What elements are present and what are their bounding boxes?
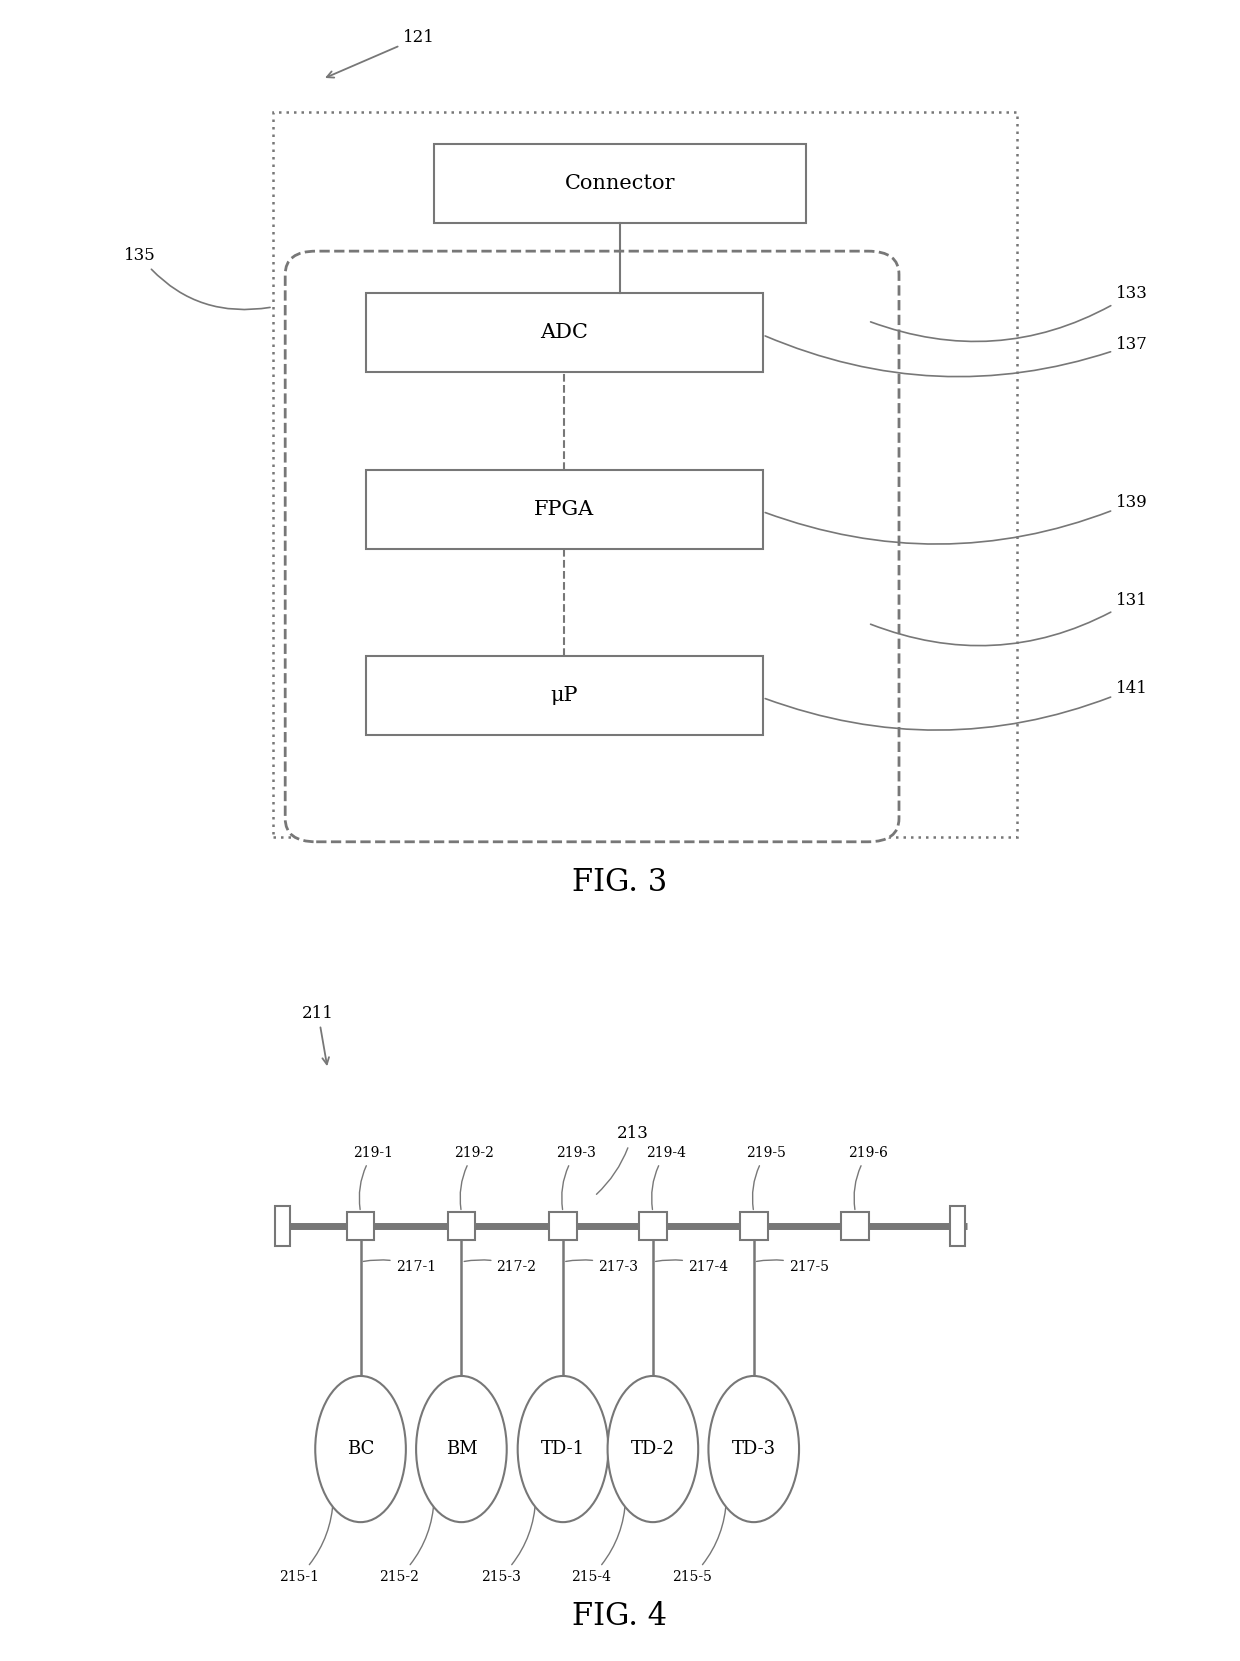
FancyBboxPatch shape [366,656,763,734]
Text: 215-2: 215-2 [379,1500,434,1583]
Text: 139: 139 [765,493,1148,545]
Text: TD-3: TD-3 [732,1440,776,1458]
FancyBboxPatch shape [285,251,899,842]
Text: 217-1: 217-1 [363,1259,435,1274]
Text: 219-4: 219-4 [646,1146,686,1209]
Text: 211: 211 [303,1005,334,1065]
FancyBboxPatch shape [275,1206,290,1246]
Text: 215-4: 215-4 [572,1500,626,1583]
Text: 135: 135 [124,247,270,309]
FancyBboxPatch shape [366,292,763,372]
Text: FPGA: FPGA [534,500,594,518]
Text: 219-2: 219-2 [454,1146,494,1209]
Text: BM: BM [445,1440,477,1458]
Ellipse shape [315,1375,405,1521]
Text: 217-5: 217-5 [756,1259,828,1274]
Text: 215-1: 215-1 [279,1500,334,1583]
FancyBboxPatch shape [448,1213,475,1241]
Text: 133: 133 [870,284,1148,342]
FancyBboxPatch shape [273,111,1017,837]
Text: 217-2: 217-2 [464,1259,537,1274]
FancyBboxPatch shape [366,470,763,548]
Text: 215-5: 215-5 [672,1500,727,1583]
Text: TD-2: TD-2 [631,1440,675,1458]
FancyBboxPatch shape [842,1213,869,1241]
Text: 219-5: 219-5 [746,1146,786,1209]
Text: 137: 137 [765,336,1148,377]
FancyBboxPatch shape [639,1213,667,1241]
FancyBboxPatch shape [950,1206,965,1246]
Text: 219-3: 219-3 [556,1146,595,1209]
FancyBboxPatch shape [347,1213,374,1241]
Ellipse shape [608,1375,698,1521]
FancyBboxPatch shape [740,1213,768,1241]
Text: 141: 141 [765,679,1148,731]
Text: 121: 121 [327,28,435,78]
Text: 215-3: 215-3 [481,1500,536,1583]
Text: 219-1: 219-1 [353,1146,393,1209]
Text: BC: BC [347,1440,374,1458]
Ellipse shape [708,1375,799,1521]
Text: ADC: ADC [541,322,588,342]
Ellipse shape [417,1375,507,1521]
Text: 219-6: 219-6 [848,1146,888,1209]
Text: FIG. 4: FIG. 4 [573,1601,667,1631]
Text: 217-4: 217-4 [656,1259,728,1274]
FancyBboxPatch shape [434,145,806,223]
Text: 217-3: 217-3 [565,1259,639,1274]
Text: FIG. 3: FIG. 3 [573,867,667,897]
Text: μP: μP [551,686,578,704]
FancyBboxPatch shape [549,1213,577,1241]
Text: Connector: Connector [564,174,676,193]
Text: 213: 213 [596,1126,649,1194]
Text: 131: 131 [870,591,1148,646]
Ellipse shape [517,1375,609,1521]
Text: TD-1: TD-1 [541,1440,585,1458]
